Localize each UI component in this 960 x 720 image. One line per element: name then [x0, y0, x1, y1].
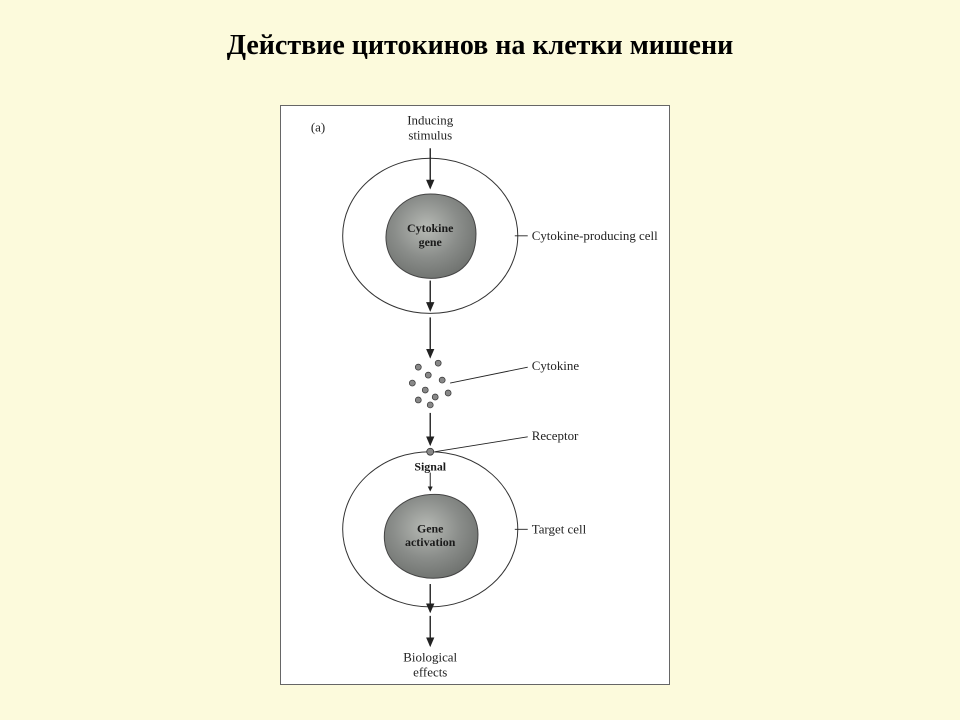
- cytokine-dot: [409, 380, 415, 386]
- label-gene-activation-2: activation: [405, 535, 456, 549]
- side-label: Cytokine-producing cell: [532, 228, 658, 243]
- label-gene-activation-1: Gene: [417, 521, 444, 535]
- label-bio-effects-1: Biological: [403, 650, 457, 665]
- leader-line: [435, 437, 528, 452]
- label-signal: Signal: [414, 460, 446, 474]
- cytokine-dot: [432, 394, 438, 400]
- cytokine-dot: [445, 390, 451, 396]
- side-label: Target cell: [532, 521, 587, 536]
- side-label: Cytokine: [532, 358, 580, 373]
- slide: Действие цитокинов на клетки мишени (a): [0, 0, 960, 720]
- label-bio-effects-2: effects: [413, 665, 447, 680]
- cytokine-dot: [415, 397, 421, 403]
- receptor-dot: [427, 448, 434, 455]
- label-cytokine-gene-1: Cytokine: [407, 221, 453, 235]
- cytokine-dot: [439, 377, 445, 383]
- label-inducing-stimulus-2: stimulus: [408, 127, 452, 142]
- diagram-svg: (a) Inducing stimulus Cytokine gene Sign…: [281, 106, 669, 684]
- cytokine-diagram: (a) Inducing stimulus Cytokine gene Sign…: [280, 105, 670, 685]
- cytokine-dots-group: [409, 360, 451, 408]
- label-inducing-stimulus-1: Inducing: [407, 112, 453, 127]
- label-cytokine-gene-2: gene: [419, 235, 442, 249]
- slide-title: Действие цитокинов на клетки мишени: [0, 30, 960, 62]
- panel-label: (a): [311, 119, 325, 134]
- cytokine-dot: [427, 402, 433, 408]
- cytokine-dot: [415, 364, 421, 370]
- leader-line: [450, 367, 528, 383]
- cytokine-dot: [422, 387, 428, 393]
- cytokine-dot: [425, 372, 431, 378]
- cytokine-dot: [435, 360, 441, 366]
- side-label: Receptor: [532, 428, 579, 443]
